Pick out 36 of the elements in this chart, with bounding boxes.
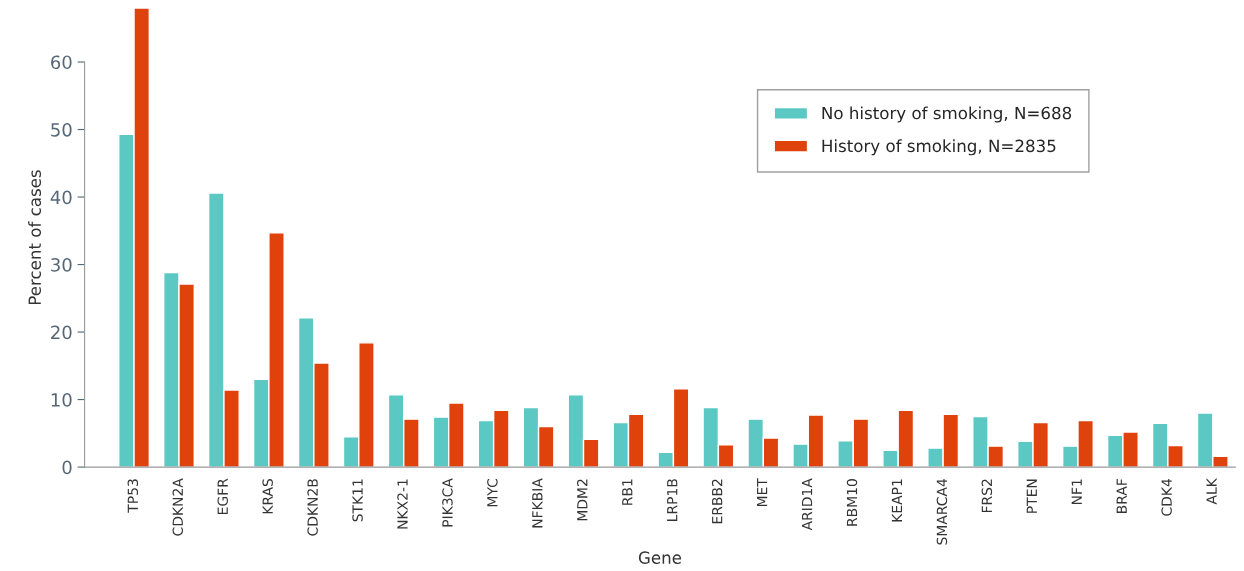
x-tick-label: CDK4	[1161, 478, 1172, 516]
x-tick-label: RBM10	[846, 479, 858, 526]
x-tick-label: LRP1B	[667, 479, 678, 521]
y-axis-title: Percent of cases	[28, 170, 42, 305]
x-tick-label: KRAS	[262, 478, 273, 514]
y-tick-label: 0	[62, 460, 72, 475]
y-tick-label: 30	[51, 258, 72, 272]
y-tick-label: 50	[51, 122, 72, 137]
x-tick-label: PTEN	[1026, 479, 1037, 513]
y-tick-label: 10	[51, 393, 72, 407]
x-tick-label: STK11	[352, 479, 363, 522]
x-tick-label: ERBB2	[711, 479, 723, 524]
x-tick-label: FRS2	[981, 479, 993, 513]
x-tick-label: TP53	[127, 479, 139, 513]
y-tick-label: 20	[51, 325, 72, 340]
x-tick-label: NKX2-1	[397, 479, 408, 529]
x-tick-label: NF1	[1071, 479, 1082, 505]
x-tick-label: ALK	[1206, 477, 1217, 505]
x-tick-label: SMARCA4	[936, 478, 948, 545]
x-tick-label: CDKN2B	[307, 479, 318, 536]
x-tick-label: EGFR	[217, 478, 228, 514]
x-tick-label: BRAF	[1116, 479, 1127, 513]
x-tick-label: ARID1A	[801, 478, 813, 531]
y-tick-label: 40	[50, 190, 72, 205]
x-tick-label: RB1	[622, 479, 633, 505]
x-tick-label: MDM2	[577, 479, 588, 521]
y-tick-label: 60	[51, 55, 72, 70]
x-tick-label: PIK3CA	[442, 478, 453, 527]
x-tick-label: MYC	[487, 478, 498, 507]
x-axis-title: Gene	[638, 551, 682, 564]
x-tick-label: NFKBIA	[532, 478, 543, 528]
legend-label: No history of smoking, N=688	[822, 106, 1072, 123]
x-tick-label: CDKN2A	[172, 478, 184, 536]
legend-label: History of smoking, N=2835	[822, 139, 1056, 156]
x-tick-label: KEAP1	[891, 479, 903, 522]
x-tick-label: MET	[757, 478, 768, 507]
